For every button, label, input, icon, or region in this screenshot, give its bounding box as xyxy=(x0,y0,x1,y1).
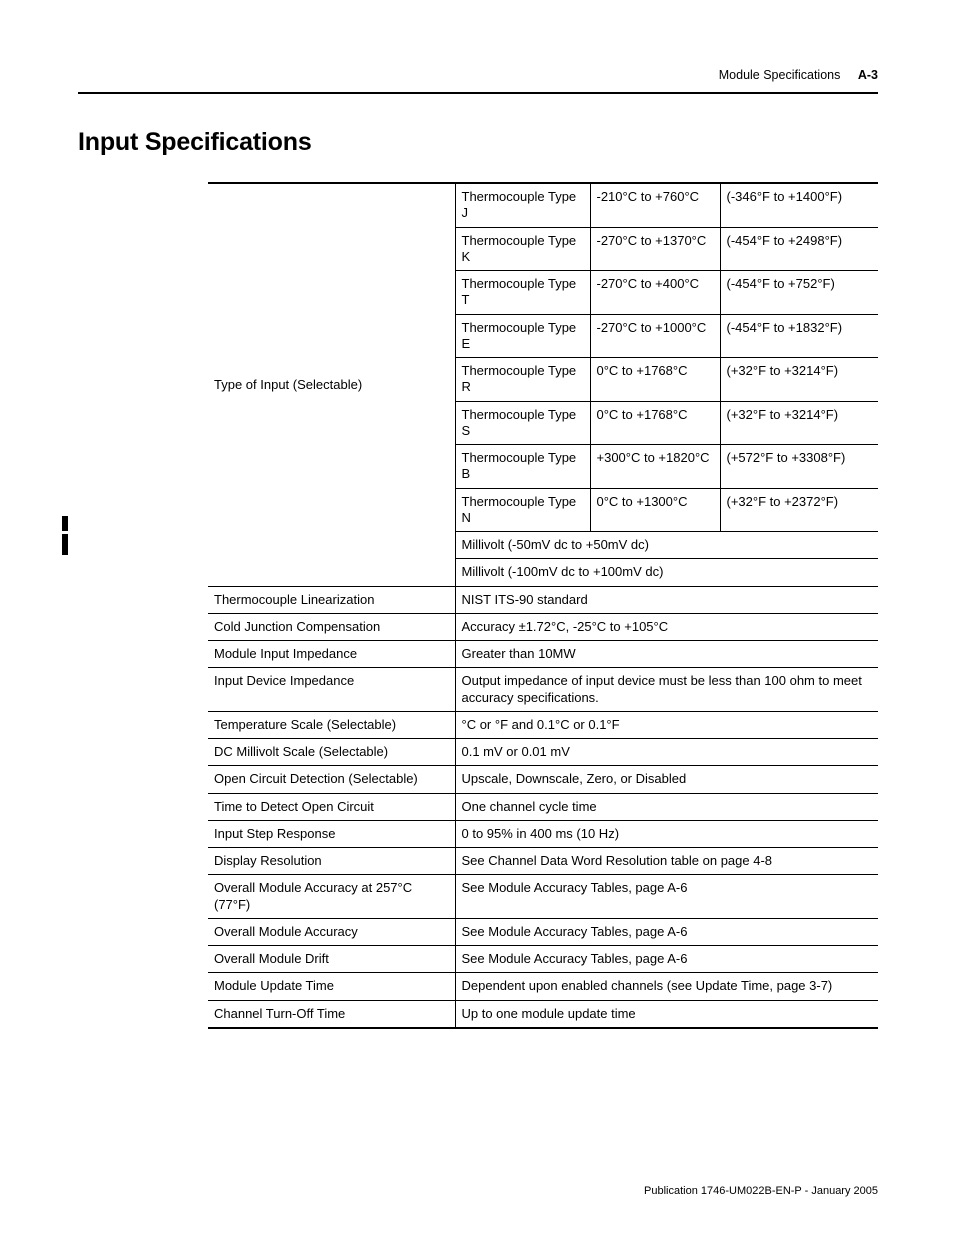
table-row: Overall Module Drift See Module Accuracy… xyxy=(208,946,878,973)
spec-value: °C or °F and 0.1°C or 0.1°F xyxy=(455,711,878,738)
type-of-input-label: Type of Input (Selectable) xyxy=(208,183,455,586)
spec-value: Dependent upon enabled channels (see Upd… xyxy=(455,973,878,1000)
table-row: Input Step Response 0 to 95% in 400 ms (… xyxy=(208,820,878,847)
tc-range-c: 0°C to +1300°C xyxy=(590,488,720,532)
change-bar-icon xyxy=(62,534,68,555)
spec-value: Output impedance of input device must be… xyxy=(455,668,878,712)
spec-value: 0 to 95% in 400 ms (10 Hz) xyxy=(455,820,878,847)
publication-footer: Publication 1746-UM022B-EN-P - January 2… xyxy=(644,1185,878,1197)
spec-label: Display Resolution xyxy=(208,848,455,875)
tc-range-f: (-454°F to +2498°F) xyxy=(720,227,878,271)
table-row: Input Device Impedance Output impedance … xyxy=(208,668,878,712)
header-rule xyxy=(78,92,878,94)
mv-range-1: Millivolt (-50mV dc to +50mV dc) xyxy=(455,532,878,559)
spec-value: NIST ITS-90 standard xyxy=(455,586,878,613)
table-row: Overall Module Accuracy See Module Accur… xyxy=(208,918,878,945)
tc-name: Thermocouple Type R xyxy=(455,358,590,402)
table-row: Open Circuit Detection (Selectable) Upsc… xyxy=(208,766,878,793)
spec-label: Module Input Impedance xyxy=(208,641,455,668)
spec-value: See Channel Data Word Resolution table o… xyxy=(455,848,878,875)
tc-range-f: (-454°F to +752°F) xyxy=(720,271,878,315)
tc-range-c: -270°C to +1000°C xyxy=(590,314,720,358)
tc-name: Thermocouple Type E xyxy=(455,314,590,358)
table-row: Thermocouple Linearization NIST ITS-90 s… xyxy=(208,586,878,613)
spec-label: Temperature Scale (Selectable) xyxy=(208,711,455,738)
tc-range-f: (+572°F to +3308°F) xyxy=(720,445,878,489)
table-row: Temperature Scale (Selectable) °C or °F … xyxy=(208,711,878,738)
tc-name: Thermocouple Type J xyxy=(455,183,590,227)
spec-value: See Module Accuracy Tables, page A-6 xyxy=(455,875,878,919)
spec-label: Input Device Impedance xyxy=(208,668,455,712)
tc-range-f: (-346°F to +1400°F) xyxy=(720,183,878,227)
spec-label: Overall Module Accuracy at 257°C (77°F) xyxy=(208,875,455,919)
table-row: Overall Module Accuracy at 257°C (77°F) … xyxy=(208,875,878,919)
spec-label: Module Update Time xyxy=(208,973,455,1000)
tc-range-c: 0°C to +1768°C xyxy=(590,358,720,402)
spec-value: Accuracy ±1.72°C, -25°C to +105°C xyxy=(455,613,878,640)
tc-name: Thermocouple Type N xyxy=(455,488,590,532)
running-header: Module Specifications A-3 xyxy=(719,68,878,82)
spec-value: 0.1 mV or 0.01 mV xyxy=(455,739,878,766)
section-title: Input Specifications xyxy=(78,128,312,157)
tc-name: Thermocouple Type B xyxy=(455,445,590,489)
table-row: Module Input Impedance Greater than 10MW xyxy=(208,641,878,668)
tc-range-f: (+32°F to +3214°F) xyxy=(720,401,878,445)
mv-range-2: Millivolt (-100mV dc to +100mV dc) xyxy=(455,559,878,586)
spec-label: Overall Module Accuracy xyxy=(208,918,455,945)
table-row: Cold Junction Compensation Accuracy ±1.7… xyxy=(208,613,878,640)
spec-value: See Module Accuracy Tables, page A-6 xyxy=(455,918,878,945)
spec-label: Thermocouple Linearization xyxy=(208,586,455,613)
spec-value: Upscale, Downscale, Zero, or Disabled xyxy=(455,766,878,793)
spec-value: Up to one module update time xyxy=(455,1000,878,1028)
table-row: Type of Input (Selectable) Thermocouple … xyxy=(208,183,878,227)
tc-range-c: -210°C to +760°C xyxy=(590,183,720,227)
spec-label: Cold Junction Compensation xyxy=(208,613,455,640)
spec-table: Type of Input (Selectable) Thermocouple … xyxy=(208,182,878,1029)
spec-value: See Module Accuracy Tables, page A-6 xyxy=(455,946,878,973)
spec-value: Greater than 10MW xyxy=(455,641,878,668)
tc-range-c: 0°C to +1768°C xyxy=(590,401,720,445)
table-row: Channel Turn-Off Time Up to one module u… xyxy=(208,1000,878,1028)
spec-value: One channel cycle time xyxy=(455,793,878,820)
table-row: DC Millivolt Scale (Selectable) 0.1 mV o… xyxy=(208,739,878,766)
table-row: Time to Detect Open Circuit One channel … xyxy=(208,793,878,820)
spec-label: Input Step Response xyxy=(208,820,455,847)
tc-range-c: +300°C to +1820°C xyxy=(590,445,720,489)
spec-label: Open Circuit Detection (Selectable) xyxy=(208,766,455,793)
page: Module Specifications A-3 Input Specific… xyxy=(78,0,878,1235)
tc-name: Thermocouple Type T xyxy=(455,271,590,315)
page-number: A-3 xyxy=(858,68,878,82)
table-row: Module Update Time Dependent upon enable… xyxy=(208,973,878,1000)
spec-label: Channel Turn-Off Time xyxy=(208,1000,455,1028)
tc-range-f: (+32°F to +3214°F) xyxy=(720,358,878,402)
tc-name: Thermocouple Type K xyxy=(455,227,590,271)
spec-label: DC Millivolt Scale (Selectable) xyxy=(208,739,455,766)
tc-range-f: (+32°F to +2372°F) xyxy=(720,488,878,532)
change-bar-icon xyxy=(62,516,68,531)
spec-label: Overall Module Drift xyxy=(208,946,455,973)
tc-range-f: (-454°F to +1832°F) xyxy=(720,314,878,358)
tc-range-c: -270°C to +400°C xyxy=(590,271,720,315)
table-row: Display Resolution See Channel Data Word… xyxy=(208,848,878,875)
spec-table-wrap: Type of Input (Selectable) Thermocouple … xyxy=(208,182,878,1029)
tc-range-c: -270°C to +1370°C xyxy=(590,227,720,271)
tc-name: Thermocouple Type S xyxy=(455,401,590,445)
running-title: Module Specifications xyxy=(719,68,841,82)
spec-label: Time to Detect Open Circuit xyxy=(208,793,455,820)
